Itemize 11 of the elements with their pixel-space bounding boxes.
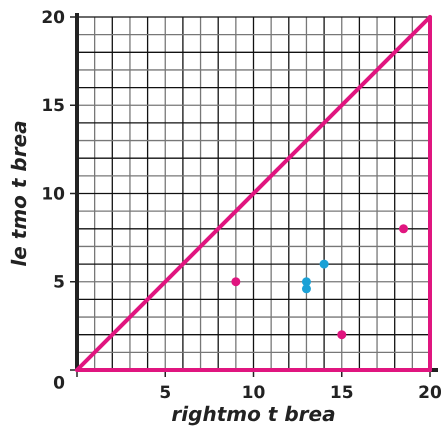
y-axis-title: le tmo t brea <box>7 120 31 267</box>
y-tick-label: 20 <box>41 8 66 28</box>
x-tick-label: 10 <box>242 383 266 403</box>
x-axis-title: rightmo t brea <box>171 402 336 426</box>
y-tick-label: 10 <box>41 184 66 204</box>
x-tick-label: 5 <box>159 383 172 403</box>
x-tick-label: 15 <box>330 383 354 403</box>
y-tick-label: 0 <box>53 374 66 394</box>
y-tick-label: 5 <box>53 272 65 293</box>
x-tick-label: 20 <box>418 383 442 403</box>
y-tick-label: 15 <box>41 96 65 116</box>
